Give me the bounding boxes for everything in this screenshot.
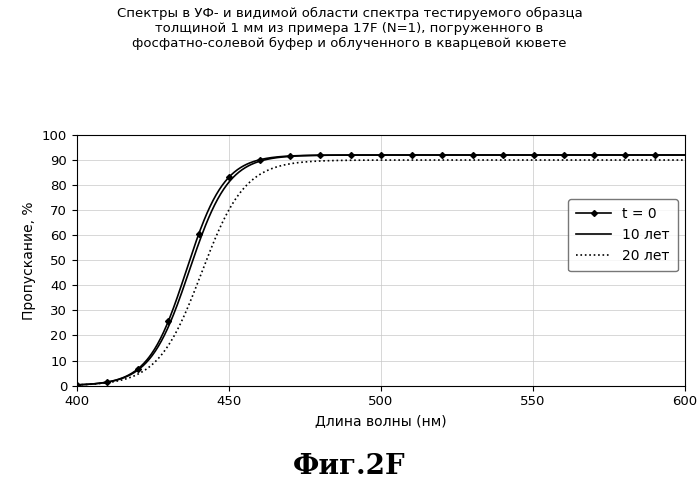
t = 0 [73, 382, 81, 388]
10 лет [73, 382, 81, 388]
Text: Спектры в УФ- и видимой области спектра тестируемого образца
толщиной 1 мм из пр: Спектры в УФ- и видимой области спектра … [117, 7, 582, 51]
20 лет [534, 157, 542, 163]
t = 0 [596, 152, 605, 158]
t = 0 [460, 152, 468, 158]
10 лет [534, 152, 542, 158]
Text: Фиг.2F: Фиг.2F [293, 453, 406, 480]
20 лет [460, 157, 468, 163]
10 лет [442, 152, 450, 158]
Y-axis label: Пропускание, %: Пропускание, % [22, 201, 36, 320]
Line: t = 0: t = 0 [75, 153, 687, 387]
20 лет [596, 157, 605, 163]
10 лет [681, 152, 689, 158]
Line: 10 лет: 10 лет [77, 155, 685, 385]
X-axis label: Длина волны (нм): Длина волны (нм) [315, 414, 447, 428]
t = 0 [426, 152, 434, 158]
10 лет [460, 152, 468, 158]
Legend: t = 0, 10 лет, 20 лет: t = 0, 10 лет, 20 лет [568, 199, 678, 271]
20 лет [426, 157, 434, 163]
20 лет [73, 382, 81, 388]
t = 0 [534, 152, 542, 158]
10 лет [110, 378, 118, 384]
t = 0 [681, 152, 689, 158]
t = 0 [110, 378, 118, 384]
10 лет [426, 152, 434, 158]
20 лет [442, 157, 450, 163]
t = 0 [442, 152, 450, 158]
20 лет [681, 157, 689, 163]
Line: 20 лет: 20 лет [77, 160, 685, 385]
10 лет [596, 152, 605, 158]
20 лет [110, 379, 118, 385]
